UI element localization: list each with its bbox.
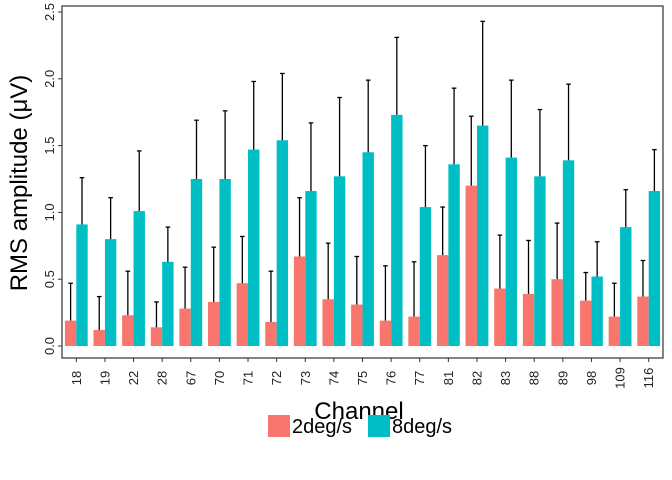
bar: [379, 320, 392, 346]
x-tick-label: 22: [126, 371, 141, 385]
bar: [637, 296, 649, 346]
bar: [505, 157, 517, 346]
x-tick-label: 74: [326, 371, 341, 385]
bar: [265, 321, 277, 346]
bar: [162, 261, 174, 346]
x-tick-label: 89: [555, 371, 570, 385]
bar: [436, 255, 449, 346]
bar: [305, 191, 317, 346]
x-tick-label: 71: [241, 371, 256, 385]
bar: [419, 207, 432, 346]
bar: [322, 299, 334, 346]
bar: [133, 211, 145, 346]
bar: [534, 176, 546, 346]
x-tick-label: 73: [298, 371, 313, 385]
bar: [391, 114, 403, 346]
bar: [476, 125, 489, 346]
y-axis-title: RMS amplitude (μV): [6, 75, 33, 292]
bar: [494, 288, 506, 346]
bar: [580, 300, 592, 346]
legend-swatch: [268, 415, 290, 437]
bar: [620, 227, 632, 346]
legend-swatch: [368, 415, 390, 437]
bar: [465, 185, 477, 346]
y-tick-label: 0.0: [42, 337, 57, 355]
bar: [104, 239, 117, 346]
bar: [179, 308, 191, 346]
y-tick-label: 2.5: [42, 3, 57, 21]
bar: [551, 279, 563, 346]
x-tick-label: 67: [183, 371, 198, 385]
bar: [93, 329, 105, 346]
bar: [219, 179, 231, 346]
bar: [293, 256, 306, 346]
x-tick-label: 72: [269, 371, 284, 385]
bar: [648, 191, 661, 346]
x-tick-label: 70: [212, 371, 227, 385]
legend: 2deg/s 8deg/s: [268, 415, 452, 438]
y-tick-label: 1.5: [42, 137, 57, 155]
bar: [236, 283, 249, 346]
x-tick-label: 75: [355, 371, 370, 385]
legend-label: 2deg/s: [292, 416, 352, 438]
bar: [190, 179, 203, 346]
x-tick-label: 76: [384, 371, 399, 385]
x-axis: 18 19 22 28 67 70 71 72 73 74 75 76 77 81 82 83 88 89 98 10…: [69, 358, 656, 389]
y-tick-label: 0.5: [42, 270, 57, 288]
x-tick-label: 18: [69, 371, 84, 385]
bar: [150, 327, 163, 346]
bar: [408, 316, 420, 346]
x-tick-label: 98: [584, 371, 599, 385]
bar: [276, 140, 289, 346]
x-tick-label: 83: [498, 371, 513, 385]
x-tick-label: 116: [641, 368, 656, 389]
x-tick-label: 81: [441, 371, 456, 385]
x-tick-label: 109: [613, 367, 628, 389]
x-tick-label: 19: [97, 371, 112, 385]
plot-panel: 0.0 0.5 1.0 1.5 2.0 2.5 18 19 22 28 67 70 71 72 73 74 7…: [42, 3, 664, 389]
legend-label: 8deg/s: [392, 416, 452, 438]
bar: [248, 149, 260, 346]
bar: [76, 224, 88, 346]
bar: [448, 164, 460, 346]
legend-item: 8deg/s: [368, 415, 452, 438]
bar: [608, 316, 621, 346]
bar: [351, 304, 363, 346]
bar: [333, 176, 346, 346]
x-tick-label: 88: [527, 371, 542, 385]
bar: [591, 276, 603, 346]
bar: [362, 152, 374, 346]
bar: [122, 315, 134, 346]
error-bars: [68, 20, 657, 330]
y-axis: 0.0 0.5 1.0 1.5 2.0 2.5: [42, 3, 62, 355]
x-tick-label: 28: [155, 371, 170, 385]
bar: [208, 301, 220, 346]
y-tick-label: 1.0: [42, 203, 57, 221]
x-tick-label: 77: [412, 371, 427, 385]
bar-series: [64, 114, 661, 346]
y-tick-label: 2.0: [42, 70, 57, 88]
legend-item: 2deg/s: [268, 415, 352, 438]
bar: [64, 320, 77, 346]
x-tick-label: 82: [469, 371, 484, 385]
bar: [522, 293, 535, 346]
bar: [562, 160, 575, 346]
